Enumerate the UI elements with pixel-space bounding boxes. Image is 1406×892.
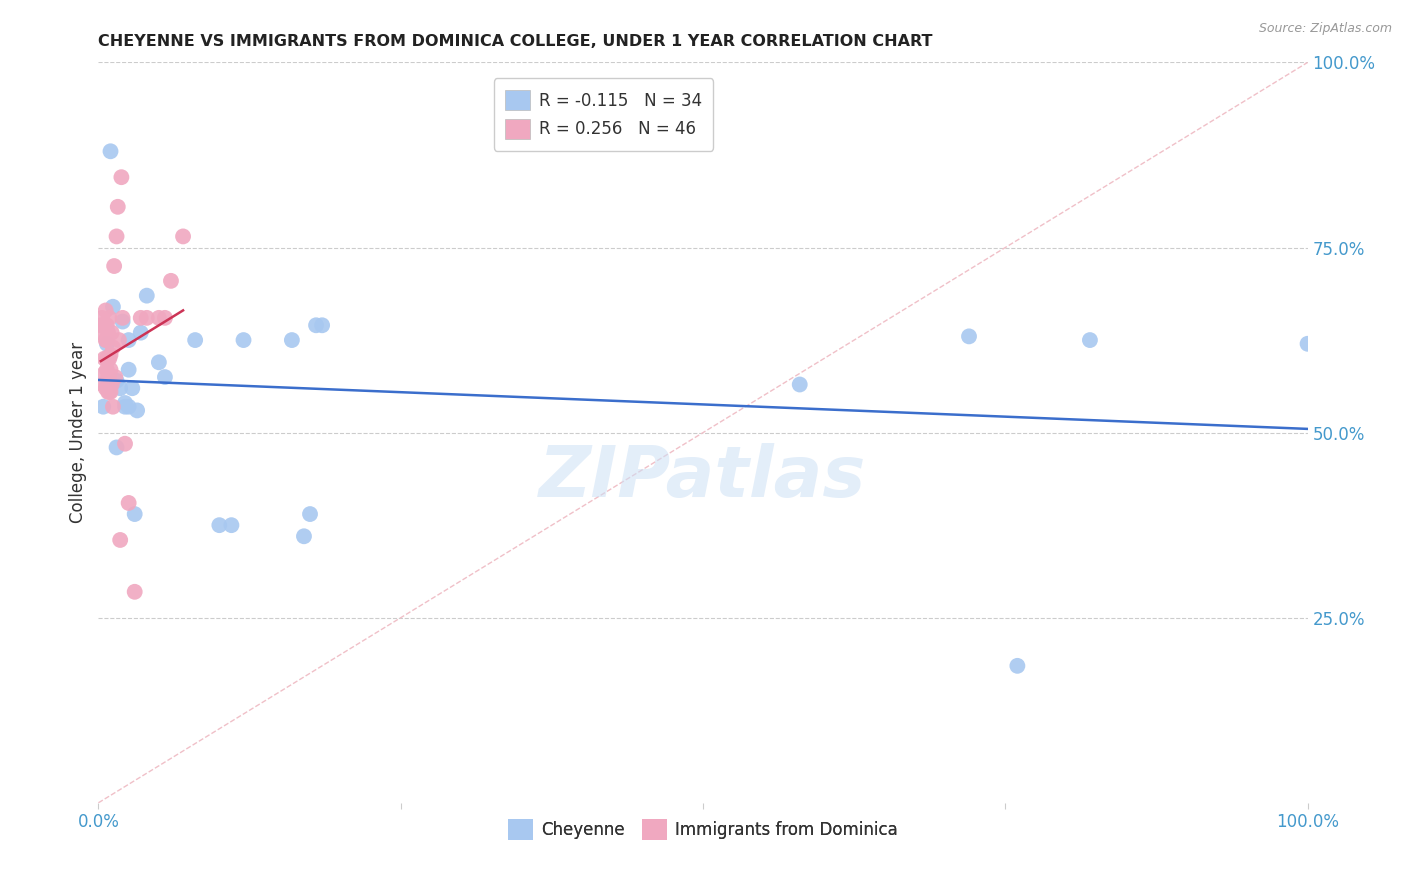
Point xyxy=(292,529,315,543)
Point xyxy=(221,518,243,533)
Point xyxy=(94,303,117,318)
Point xyxy=(208,518,231,533)
Point xyxy=(94,381,117,395)
Point xyxy=(153,310,176,325)
Point xyxy=(299,507,322,521)
Point xyxy=(148,310,170,325)
Point xyxy=(96,333,118,347)
Point xyxy=(114,400,136,414)
Point xyxy=(789,377,811,392)
Point xyxy=(100,145,122,159)
Point xyxy=(103,259,125,273)
Point xyxy=(100,326,122,340)
Point xyxy=(100,348,122,362)
Point xyxy=(98,310,121,325)
Point xyxy=(305,318,328,333)
Point xyxy=(129,310,152,325)
Point xyxy=(90,326,112,340)
Point xyxy=(105,374,128,388)
Point xyxy=(957,329,980,343)
Text: Source: ZipAtlas.com: Source: ZipAtlas.com xyxy=(1258,22,1392,36)
Point xyxy=(311,318,333,333)
Point xyxy=(172,229,194,244)
Point xyxy=(101,341,124,355)
Point xyxy=(100,362,122,376)
Point xyxy=(101,300,124,314)
Point xyxy=(91,318,114,333)
Point xyxy=(281,333,304,347)
Point xyxy=(100,384,122,399)
Point xyxy=(124,584,146,599)
Point xyxy=(114,396,136,410)
Point xyxy=(232,333,254,347)
Point xyxy=(105,441,128,455)
Point xyxy=(98,351,121,366)
Point xyxy=(91,377,114,392)
Point xyxy=(104,370,127,384)
Point xyxy=(1296,336,1319,351)
Point xyxy=(97,326,120,340)
Point xyxy=(98,370,121,384)
Point xyxy=(118,333,141,347)
Point xyxy=(111,314,134,328)
Point xyxy=(111,310,134,325)
Text: ZIPatlas: ZIPatlas xyxy=(540,442,866,511)
Point xyxy=(96,351,118,366)
Point xyxy=(121,381,143,395)
Point xyxy=(108,533,131,547)
Point xyxy=(94,333,117,347)
Point xyxy=(135,310,157,325)
Point xyxy=(118,362,141,376)
Point xyxy=(91,400,114,414)
Point xyxy=(129,326,152,340)
Point xyxy=(110,170,132,185)
Point xyxy=(118,496,141,510)
Point xyxy=(124,507,146,521)
Point xyxy=(100,377,122,392)
Point xyxy=(91,310,114,325)
Legend: Cheyenne, Immigrants from Dominica: Cheyenne, Immigrants from Dominica xyxy=(502,813,904,847)
Point xyxy=(1007,658,1029,673)
Point xyxy=(114,436,136,450)
Point xyxy=(101,400,124,414)
Point xyxy=(93,351,115,366)
Point xyxy=(97,370,120,384)
Point xyxy=(98,384,121,399)
Point xyxy=(90,318,112,333)
Point xyxy=(184,333,207,347)
Point xyxy=(118,400,141,414)
Point xyxy=(105,229,128,244)
Point xyxy=(96,336,118,351)
Point xyxy=(108,333,131,347)
Point xyxy=(97,384,120,399)
Text: CHEYENNE VS IMMIGRANTS FROM DOMINICA COLLEGE, UNDER 1 YEAR CORRELATION CHART: CHEYENNE VS IMMIGRANTS FROM DOMINICA COL… xyxy=(98,34,934,49)
Point xyxy=(107,200,129,214)
Point xyxy=(127,403,149,417)
Point xyxy=(148,355,170,369)
Point xyxy=(96,362,118,376)
Point xyxy=(108,381,131,395)
Point xyxy=(93,367,115,381)
Point xyxy=(96,318,118,333)
Point xyxy=(135,288,157,302)
Y-axis label: College, Under 1 year: College, Under 1 year xyxy=(69,342,87,524)
Point xyxy=(153,370,176,384)
Point xyxy=(160,274,183,288)
Point xyxy=(1078,333,1101,347)
Point xyxy=(97,351,120,366)
